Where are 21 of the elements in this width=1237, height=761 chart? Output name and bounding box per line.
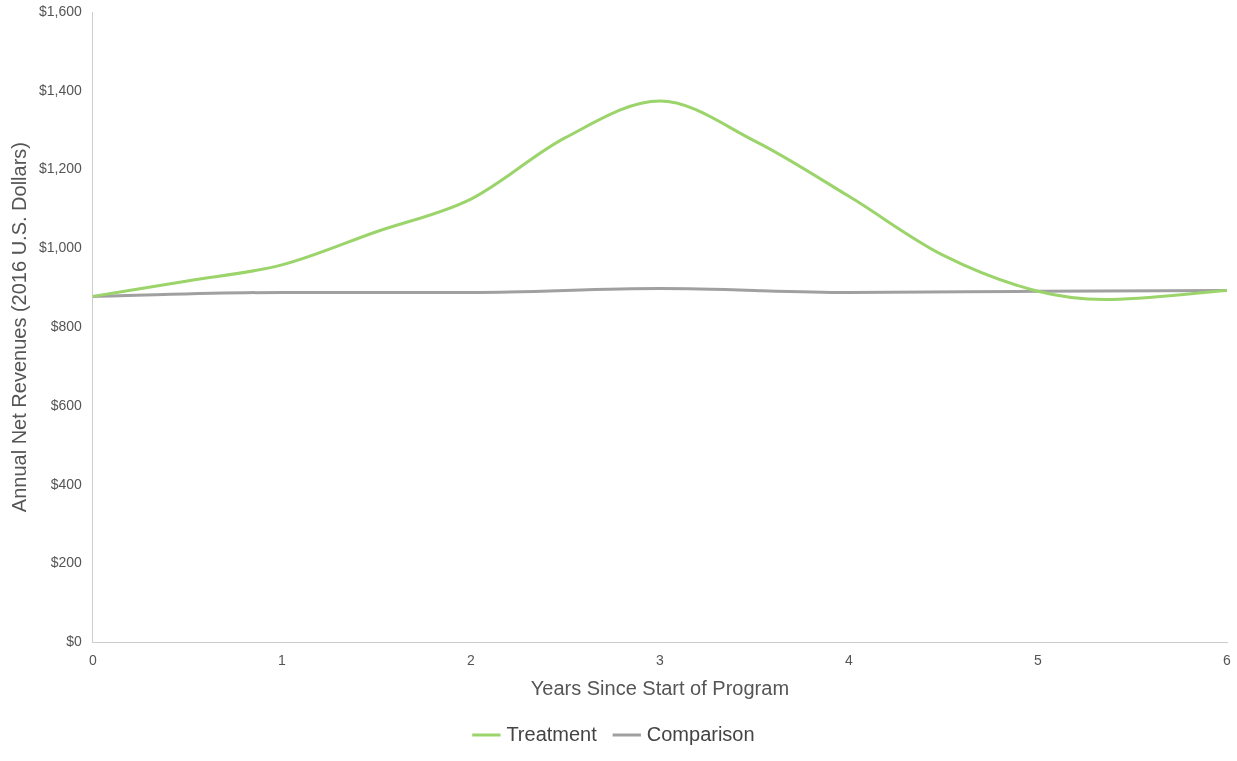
y-tick-label: $800: [50, 317, 83, 334]
legend-label: Comparison: [646, 722, 755, 745]
y-tick-label: $600: [50, 396, 83, 413]
y-tick-label: $1,000: [38, 239, 83, 256]
y-tick-label: $1,600: [38, 2, 83, 19]
x-tick-label: 3: [656, 652, 665, 669]
y-tick-label: $0: [66, 633, 83, 650]
y-tick-label: $400: [50, 475, 83, 492]
y-tick-label: $1,200: [38, 160, 83, 177]
y-tick-label: $200: [50, 554, 83, 571]
x-tick-label: 6: [1223, 652, 1232, 669]
x-tick-label: 2: [466, 652, 475, 669]
line-series: [92, 99, 1227, 302]
y-tick-label: $1,400: [38, 81, 83, 98]
x-axis-title: Years Since Start of Program: [530, 676, 790, 699]
x-tick-label: 0: [88, 652, 97, 669]
legend-label: Treatment: [506, 722, 598, 745]
y-axis-title: Annual Net Revenues (2016 U.S. Dollars): [7, 142, 30, 513]
x-tick-label: 5: [1034, 652, 1043, 669]
x-tick-label: 4: [845, 652, 854, 669]
x-tick-label: 1: [277, 652, 286, 669]
